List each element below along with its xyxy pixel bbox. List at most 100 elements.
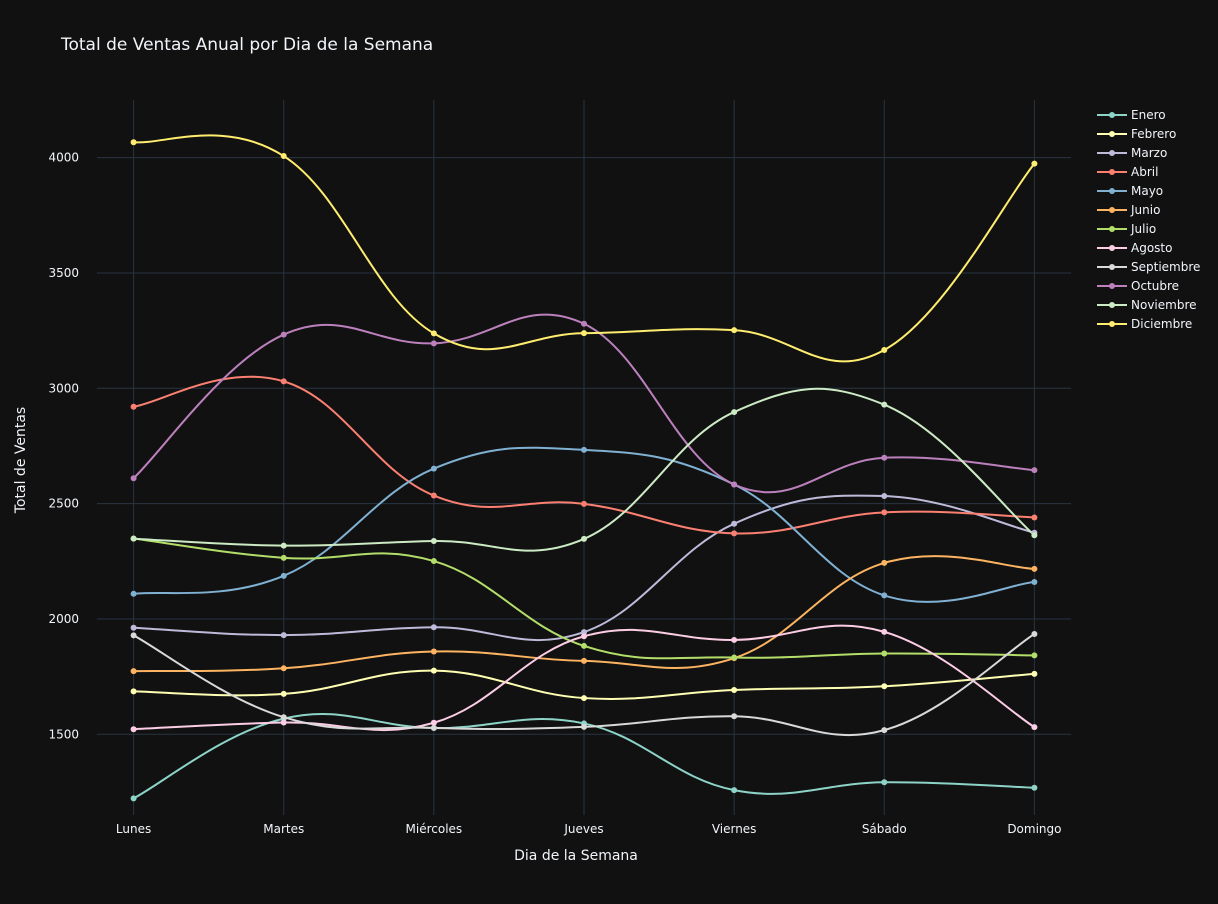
data-point-diciembre [430,330,437,337]
data-point-febrero [731,686,738,693]
data-point-mayo [1031,579,1038,586]
data-point-febrero [280,690,287,697]
data-point-agosto [1031,724,1038,731]
data-point-febrero [581,695,587,702]
data-point-septiembre [430,724,437,731]
data-point-diciembre [731,327,738,334]
data-point-mayo [581,446,587,453]
data-point-febrero [1031,670,1038,677]
legend: Enero Febrero Marzo Abril Mayo Junio Julio Agos… [1097,108,1200,331]
x-axis-ticks: Lunes Martes Miércoles Jueves Viernes Sábado D… [116,822,1062,836]
x-tick-label: Viernes [712,822,757,836]
data-point-enero [731,787,738,794]
data-point-junio [280,665,287,672]
data-point-septiembre [1031,630,1038,637]
y-tick-label: 2500 [48,497,79,511]
legend-label-junio: Junio [1130,203,1160,217]
data-point-mayo [881,592,888,599]
data-point-octubre [430,340,437,347]
data-point-agosto [881,628,888,635]
data-point-septiembre [581,723,587,730]
legend-label-octubre: Octubre [1131,279,1179,293]
legend-label-diciembre: Diciembre [1131,317,1192,331]
legend-label-enero: Enero [1131,108,1166,122]
data-point-noviembre [130,535,137,542]
x-axis-title: Dia de la Semana [514,848,638,864]
data-point-septiembre [130,632,137,639]
data-point-diciembre [581,330,587,337]
data-point-abril [731,530,738,537]
legend-swatch-marker [1109,245,1115,251]
data-point-marzo [430,624,437,631]
data-point-marzo [881,493,888,500]
data-point-diciembre [280,153,287,160]
data-point-junio [130,668,137,675]
legend-label-septiembre: Septiembre [1131,260,1200,274]
data-point-febrero [430,667,437,674]
legend-label-mayo: Mayo [1131,184,1163,198]
data-point-abril [430,492,437,499]
data-point-agosto [731,636,738,643]
data-point-noviembre [581,535,587,542]
data-point-septiembre [731,713,738,720]
data-point-octubre [1031,467,1038,474]
data-point-noviembre [731,409,738,416]
data-point-marzo [130,624,137,631]
y-tick-label: 3000 [48,381,79,395]
legend-swatch-marker [1109,188,1115,194]
legend-swatch-marker [1109,264,1115,270]
data-point-abril [881,509,888,516]
data-point-agosto [280,719,287,726]
data-point-octubre [881,454,888,461]
data-point-junio [1031,565,1038,572]
data-point-abril [130,403,137,410]
data-point-diciembre [130,139,137,146]
legend-swatch-marker [1109,150,1115,156]
data-point-julio [881,650,888,657]
data-point-enero [881,779,888,786]
data-point-septiembre [280,714,287,721]
y-axis-ticks: 1500 2000 2500 3000 3500 4000 [48,151,79,742]
data-point-octubre [581,320,587,327]
legend-swatch-marker [1109,226,1115,232]
data-point-junio [430,648,437,655]
legend-label-noviembre: Noviembre [1131,298,1197,312]
data-point-agosto [430,719,437,726]
data-points [130,139,1038,802]
legend-label-julio: Julio [1130,222,1156,236]
y-tick-label: 3500 [48,266,79,280]
data-point-noviembre [1031,532,1038,539]
data-point-enero [1031,784,1038,791]
data-point-diciembre [881,347,888,354]
data-point-agosto [581,633,587,640]
y-tick-label: 2000 [48,612,79,626]
chart-title: Total de Ventas Anual por Dia de la Sema… [60,35,433,55]
data-point-junio [581,657,587,664]
x-tick-label: Jueves [563,822,603,836]
data-point-julio [731,654,738,661]
data-point-octubre [130,475,137,482]
x-tick-label: Miércoles [406,822,463,836]
data-point-junio [881,559,888,566]
legend-label-agosto: Agosto [1131,241,1172,255]
data-point-noviembre [881,401,888,408]
legend-swatch-marker [1109,302,1115,308]
x-tick-label: Lunes [116,822,151,836]
data-point-abril [581,500,587,507]
legend-swatch-marker [1109,169,1115,175]
data-point-septiembre [881,727,888,734]
legend-label-marzo: Marzo [1131,146,1167,160]
data-point-julio [1031,652,1038,659]
data-point-julio [581,642,587,649]
data-point-marzo [280,632,287,639]
data-point-julio [280,554,287,561]
data-point-mayo [280,572,287,579]
data-point-abril [1031,514,1038,521]
data-point-noviembre [430,537,437,544]
data-point-julio [430,558,437,565]
legend-swatch-marker [1109,321,1115,327]
legend-swatch-marker [1109,131,1115,137]
data-point-febrero [130,688,137,695]
